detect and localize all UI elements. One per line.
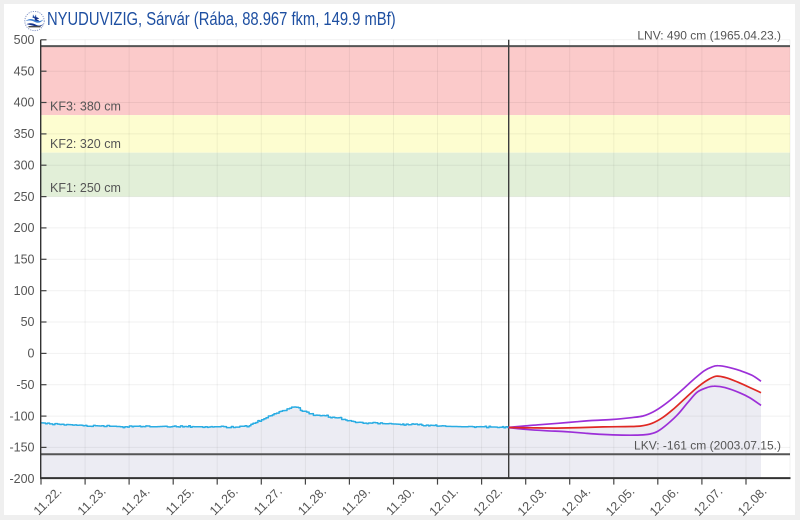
svg-text:12.01.: 12.01. — [427, 484, 461, 518]
svg-text:300: 300 — [14, 158, 35, 172]
svg-text:11.23.: 11.23. — [75, 484, 109, 518]
svg-text:-50: -50 — [16, 378, 34, 392]
svg-text:100: 100 — [14, 284, 35, 298]
svg-text:11.26.: 11.26. — [207, 484, 241, 518]
svg-text:11.25.: 11.25. — [163, 484, 197, 518]
svg-text:-200: -200 — [9, 472, 34, 486]
svg-text:350: 350 — [14, 127, 35, 141]
svg-text:KF2: 320 cm: KF2: 320 cm — [50, 137, 121, 151]
svg-text:150: 150 — [14, 253, 35, 267]
svg-text:11.24.: 11.24. — [119, 484, 153, 518]
svg-text:400: 400 — [14, 96, 35, 110]
svg-text:0: 0 — [28, 347, 35, 361]
svg-text:500: 500 — [14, 33, 35, 47]
svg-text:12.06.: 12.06. — [647, 484, 681, 518]
svg-text:KF3: 380 cm: KF3: 380 cm — [50, 100, 121, 114]
svg-text:12.02.: 12.02. — [471, 484, 505, 518]
svg-text:11.22.: 11.22. — [31, 484, 65, 518]
svg-text:11.27.: 11.27. — [251, 484, 285, 518]
svg-text:12.03.: 12.03. — [515, 484, 549, 518]
svg-text:12.04.: 12.04. — [559, 484, 593, 518]
svg-text:450: 450 — [14, 64, 35, 78]
svg-text:11.29.: 11.29. — [339, 484, 373, 518]
svg-text:LKV: -161 cm (2003.07.15.): LKV: -161 cm (2003.07.15.) — [634, 438, 781, 452]
svg-text:12.05.: 12.05. — [603, 484, 637, 518]
svg-text:-100: -100 — [9, 409, 34, 423]
svg-text:KF1: 250 cm: KF1: 250 cm — [50, 181, 121, 195]
svg-text:12.07.: 12.07. — [691, 484, 725, 518]
svg-text:200: 200 — [14, 221, 35, 235]
svg-text:11.28.: 11.28. — [295, 484, 329, 518]
svg-text:250: 250 — [14, 190, 35, 204]
svg-text:50: 50 — [21, 315, 35, 329]
svg-text:-150: -150 — [9, 441, 34, 455]
svg-text:12.08.: 12.08. — [735, 484, 769, 518]
svg-text:LNV: 490 cm (1965.04.23.): LNV: 490 cm (1965.04.23.) — [637, 29, 781, 43]
svg-text:11.30.: 11.30. — [383, 484, 417, 518]
